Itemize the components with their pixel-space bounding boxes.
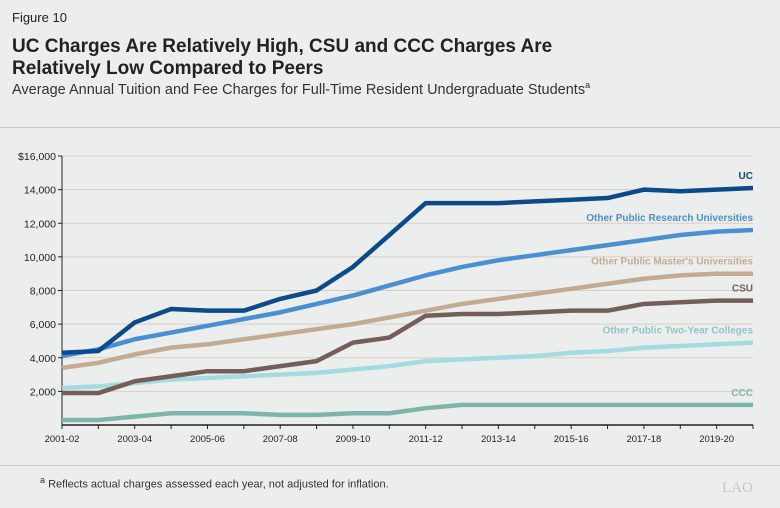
y-tick-label: 12,000 [24, 218, 56, 230]
series-line [61, 271, 753, 371]
y-tick-label: 14,000 [24, 185, 56, 197]
y-tick-label: 6,000 [30, 319, 56, 331]
x-tick-label: 2009-10 [336, 434, 371, 445]
series-label: CCC [731, 388, 753, 399]
x-tick-label: 2015-16 [554, 434, 589, 445]
lao-logo: LAO [722, 480, 753, 496]
y-tick-label: 10,000 [24, 252, 56, 264]
series-line [61, 340, 754, 391]
series-line [61, 185, 754, 355]
x-tick-label: 2011-12 [409, 434, 443, 445]
x-tick-label: 2017-18 [626, 434, 661, 445]
x-tick-label: 2019-20 [699, 434, 734, 445]
series-line [62, 402, 753, 423]
series-label: Other Public Two-Year Colleges [603, 326, 754, 337]
subtitle-text: Average Annual Tuition and Fee Charges f… [12, 81, 586, 98]
series-label: Other Public Research Universities [586, 213, 753, 224]
series-label: Other Public Master's Universities [591, 257, 753, 268]
subtitle-note-marker: a [585, 80, 591, 90]
y-tick-label: 8,000 [30, 286, 56, 298]
series-label: CSU [732, 284, 753, 295]
footnote-text: Reflects actual charges assessed each ye… [48, 478, 389, 491]
divider [0, 465, 780, 466]
chart-title: UC Charges Are Relatively High, CSU and … [12, 36, 553, 79]
x-tick-label: 2005-06 [190, 434, 225, 445]
y-tick-label: $16,000 [18, 151, 56, 163]
footnote-marker: a [40, 475, 46, 485]
series-label: UC [739, 171, 753, 182]
figure-label: Figure 10 [12, 10, 67, 25]
line-chart: 2,000 4,000 6,000 8,000 10,000 12,000 14,000 $1… [18, 151, 754, 445]
y-tick-label: 4,000 [30, 353, 56, 365]
x-tick-label: 2003-04 [117, 434, 152, 445]
divider [0, 127, 780, 128]
series-line [61, 227, 754, 359]
chart-subtitle: Average Annual Tuition and Fee Charges f… [12, 80, 590, 98]
series-line [62, 298, 753, 396]
x-tick-label: 2001-02 [45, 434, 80, 445]
x-tick-label: 2007-08 [263, 434, 298, 445]
footnote: a Reflects actual charges assessed each … [40, 475, 389, 491]
x-tick-label: 2013-14 [481, 434, 516, 445]
y-tick-label: 2,000 [30, 386, 56, 398]
